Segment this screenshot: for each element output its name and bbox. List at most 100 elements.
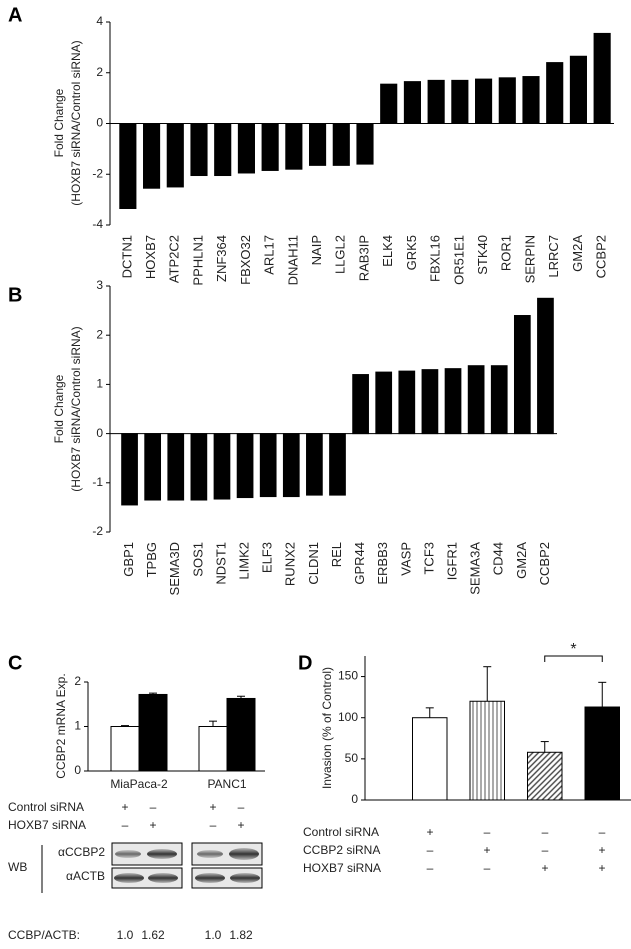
bar (356, 123, 374, 165)
y-tick-label: 50 (345, 751, 359, 765)
bar (451, 79, 469, 125)
band (114, 873, 144, 883)
x-tick-label: RAB3IP (356, 235, 371, 281)
panel-letter: B (8, 284, 22, 306)
ratio-label: CCBP/ACTB: (8, 928, 80, 942)
bar (398, 370, 416, 435)
x-tick-label: RUNX2 (283, 542, 298, 586)
blot (191, 867, 263, 889)
x-tick-label: VASP (398, 542, 413, 576)
x-tick-label: ZNF364 (214, 235, 229, 282)
ratio-value: 1.0 (205, 928, 222, 942)
x-tick-label: CLDN1 (306, 542, 321, 585)
x-tick-label: GM2A (514, 542, 529, 579)
x-tick-label: LRRC7 (546, 235, 561, 278)
y-axis-label: Fold Change (52, 374, 66, 443)
band (229, 848, 259, 860)
y-tick-label: 1 (96, 377, 103, 391)
x-tick-label: CCBP2 (594, 235, 609, 278)
x-tick-label: CD44 (491, 542, 506, 575)
bar (513, 315, 531, 435)
x-tick-label: STK40 (475, 235, 490, 275)
condition-sign: – (484, 825, 491, 839)
antibody: αCCBP2 (58, 845, 105, 859)
wb-label: WB (8, 860, 27, 874)
x-tick-label: LIMK2 (237, 542, 252, 580)
y-tick-label: 2 (96, 65, 103, 79)
x-tick-label: IGFR1 (444, 542, 459, 580)
condition-sign: + (121, 800, 128, 814)
band (195, 873, 225, 883)
y-axis-label: Invasion (% of Control) (320, 667, 334, 789)
x-tick-label: FBXL16 (428, 235, 443, 282)
bar (469, 700, 505, 801)
bar (237, 123, 255, 174)
y-tick-label: -4 (92, 217, 103, 231)
condition-sign: – (542, 825, 549, 839)
y-axis-label: (HOXB7 siRNA/Control siRNA) (69, 40, 83, 205)
annotation: * (570, 641, 576, 658)
bar (214, 123, 232, 177)
bar (467, 365, 485, 435)
ratio-value: 1.82 (229, 928, 253, 942)
condition-sign: + (237, 818, 244, 832)
y-tick-label: 4 (96, 14, 103, 28)
y-tick-label: 1 (74, 719, 81, 733)
condition-label: CCBP2 siRNA (303, 843, 380, 857)
x-tick-label: GM2A (570, 235, 585, 272)
x-tick-label: CCBP2 (537, 542, 552, 585)
y-tick-label: 0 (74, 763, 81, 777)
x-tick-label: ERBB3 (375, 542, 390, 585)
condition-sign: – (150, 800, 157, 814)
bar (537, 297, 554, 435)
bar (190, 123, 208, 177)
bar (144, 433, 162, 501)
bar (403, 81, 421, 124)
y-tick-label: -2 (92, 524, 103, 538)
x-tick-label: SERPIN (522, 235, 537, 283)
x-tick-label: GPR44 (352, 542, 367, 585)
band (115, 850, 141, 858)
x-tick-label: FBXO32 (238, 235, 253, 285)
bar (527, 751, 563, 801)
bar (190, 433, 208, 501)
y-tick-label: 150 (338, 669, 358, 683)
condition-sign: + (541, 861, 548, 875)
y-axis-label: Fold Change (52, 88, 66, 157)
x-tick-label: GBP1 (121, 542, 136, 577)
band (147, 849, 177, 859)
y-tick-label: -1 (92, 475, 103, 489)
y-tick-label: 0 (96, 116, 103, 130)
condition-sign: – (542, 843, 549, 857)
bar (138, 693, 168, 772)
blots (41, 842, 263, 893)
bar (110, 726, 140, 772)
condition-sign: + (483, 843, 490, 857)
bar (546, 62, 564, 124)
bar (226, 697, 256, 772)
bar (475, 78, 493, 124)
y-tick-label: 2 (74, 674, 81, 688)
bar (306, 433, 323, 496)
y-axis-label: CCBP2 mRNA Exp. (54, 673, 68, 778)
x-tick-label: TCF3 (421, 542, 436, 575)
y-tick-label: 0 (96, 426, 103, 440)
y-tick-label: 2 (96, 327, 103, 341)
panel-letter: D (298, 652, 312, 674)
bracket (544, 655, 603, 662)
x-tick-label: REL (329, 542, 344, 567)
x-tick-label: DNAH11 (285, 235, 300, 285)
y-axis-label: (HOXB7 siRNA/Control siRNA) (69, 326, 83, 491)
bar (143, 123, 161, 189)
bar (593, 32, 611, 125)
bar (569, 55, 587, 124)
bar (119, 123, 137, 210)
y-tick-label: 100 (338, 710, 358, 724)
x-tick-label: PPHLN1 (190, 235, 205, 286)
x-tick-label: ARL17 (262, 235, 277, 275)
x-tick-label: NDST1 (213, 542, 228, 585)
bar (522, 76, 540, 124)
bar (352, 374, 369, 435)
condition-sign: – (427, 843, 434, 857)
